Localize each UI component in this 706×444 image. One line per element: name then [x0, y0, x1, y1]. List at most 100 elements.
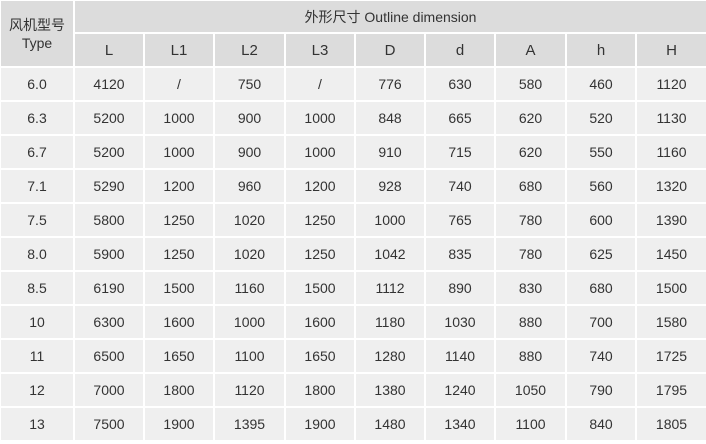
dimension-cell: 1100 — [494, 406, 567, 442]
dimension-cell: 900 — [213, 100, 286, 136]
dimension-cell: 5200 — [73, 134, 145, 170]
dimension-cell: 780 — [494, 236, 567, 272]
dimension-cell: 1500 — [635, 270, 706, 306]
dimension-cell: 7500 — [73, 406, 145, 442]
dimension-cell: 665 — [424, 100, 496, 136]
dimension-cell: 1900 — [143, 406, 215, 442]
dimension-cell: 848 — [354, 100, 426, 136]
dimension-cell: 680 — [494, 168, 567, 204]
column-header-A: A — [494, 32, 567, 68]
dimension-cell: 1000 — [143, 100, 215, 136]
dimension-cell: 1000 — [213, 304, 286, 340]
outline-dimension-header: 外形尺寸 Outline dimension — [73, 0, 706, 34]
dimension-cell: 1160 — [213, 270, 286, 306]
dimension-cell: 600 — [565, 202, 637, 238]
dimension-cell: 6500 — [73, 338, 145, 374]
dimension-cell: 1580 — [635, 304, 706, 340]
dimension-cell: 1320 — [635, 168, 706, 204]
dimension-cell: 620 — [494, 100, 567, 136]
dimension-cell: 1250 — [284, 202, 356, 238]
dimension-cell: 1650 — [143, 338, 215, 374]
dimension-cell: 1020 — [213, 202, 286, 238]
dimension-cell: 1240 — [424, 372, 496, 408]
dimension-cell: 6300 — [73, 304, 145, 340]
dimension-cell: 1000 — [143, 134, 215, 170]
dimension-cell: 580 — [494, 66, 567, 102]
type-cell: 11 — [0, 338, 75, 374]
type-header: 风机型号 Type — [0, 0, 75, 68]
dimension-cell: 740 — [424, 168, 496, 204]
dimension-cell: 928 — [354, 168, 426, 204]
table-row: 6.7 5200 1000 900 1000 910 715 620 550 1160 — [0, 134, 706, 170]
dimension-cell: 1000 — [354, 202, 426, 238]
type-cell: 7.5 — [0, 202, 75, 238]
dimension-cell: 1120 — [635, 66, 706, 102]
table-row: 8.0 5900 1250 1020 1250 1042 835 780 625 1450 — [0, 236, 706, 272]
dimension-cell: 1900 — [284, 406, 356, 442]
dimension-cell: 520 — [565, 100, 637, 136]
dimension-cell: 1650 — [284, 338, 356, 374]
dimension-cell: 715 — [424, 134, 496, 170]
dimension-cell: 1600 — [143, 304, 215, 340]
dimension-cell: 1805 — [635, 406, 706, 442]
dimension-cell: 750 — [213, 66, 286, 102]
dimension-cell: 1380 — [354, 372, 426, 408]
column-header-d: d — [424, 32, 496, 68]
table-row: 7.5 5800 1250 1020 1250 1000 765 780 600 1390 — [0, 202, 706, 238]
dimension-cell: 700 — [565, 304, 637, 340]
dimension-cell: 776 — [354, 66, 426, 102]
dimension-cell: 1180 — [354, 304, 426, 340]
dimension-cell: 1050 — [494, 372, 567, 408]
dimension-cell: 1340 — [424, 406, 496, 442]
dimension-cell: 1500 — [143, 270, 215, 306]
dimension-cell: / — [143, 66, 215, 102]
dimension-cell: 630 — [424, 66, 496, 102]
dimension-cell: 1130 — [635, 100, 706, 136]
column-header-L: L — [73, 32, 145, 68]
type-cell: 13 — [0, 406, 75, 442]
dimension-cell: 900 — [213, 134, 286, 170]
dimension-cell: 1250 — [143, 202, 215, 238]
type-cell: 6.7 — [0, 134, 75, 170]
dimension-cell: 1140 — [424, 338, 496, 374]
dimension-cell: 4120 — [73, 66, 145, 102]
dimension-cell: 1120 — [213, 372, 286, 408]
dimension-cell: 560 — [565, 168, 637, 204]
dimension-cell: 1450 — [635, 236, 706, 272]
table-row: 12 7000 1800 1120 1800 1380 1240 1050 790 1795 — [0, 372, 706, 408]
column-header-L3: L3 — [284, 32, 356, 68]
dimension-cell: 680 — [565, 270, 637, 306]
dimension-cell: 1100 — [213, 338, 286, 374]
column-header-h: h — [565, 32, 637, 68]
column-header-L2: L2 — [213, 32, 286, 68]
type-cell: 6.0 — [0, 66, 75, 102]
dimension-cell: 1800 — [143, 372, 215, 408]
type-header-cn: 风机型号 — [9, 16, 65, 33]
type-cell: 8.0 — [0, 236, 75, 272]
table-row: 11 6500 1650 1100 1650 1280 1140 880 740 1725 — [0, 338, 706, 374]
dimension-cell: 1160 — [635, 134, 706, 170]
dimension-cell: 840 — [565, 406, 637, 442]
dimension-cell: / — [284, 66, 356, 102]
dimension-cell: 1250 — [284, 236, 356, 272]
type-cell: 10 — [0, 304, 75, 340]
dimension-cell: 1390 — [635, 202, 706, 238]
dimension-cell: 6190 — [73, 270, 145, 306]
type-cell: 7.1 — [0, 168, 75, 204]
type-cell: 12 — [0, 372, 75, 408]
dimension-cell: 1042 — [354, 236, 426, 272]
dimension-cell: 1800 — [284, 372, 356, 408]
dimension-cell: 550 — [565, 134, 637, 170]
dimension-cell: 835 — [424, 236, 496, 272]
dimension-cell: 880 — [494, 304, 567, 340]
type-cell: 6.3 — [0, 100, 75, 136]
dimension-cell: 1795 — [635, 372, 706, 408]
table-row: 6.3 5200 1000 900 1000 848 665 620 520 1130 — [0, 100, 706, 136]
dimension-cell: 1000 — [284, 134, 356, 170]
dimension-cell: 790 — [565, 372, 637, 408]
dimension-cell: 740 — [565, 338, 637, 374]
dimension-cell: 1480 — [354, 406, 426, 442]
dimension-cell: 1725 — [635, 338, 706, 374]
type-header-en: Type — [21, 34, 53, 51]
